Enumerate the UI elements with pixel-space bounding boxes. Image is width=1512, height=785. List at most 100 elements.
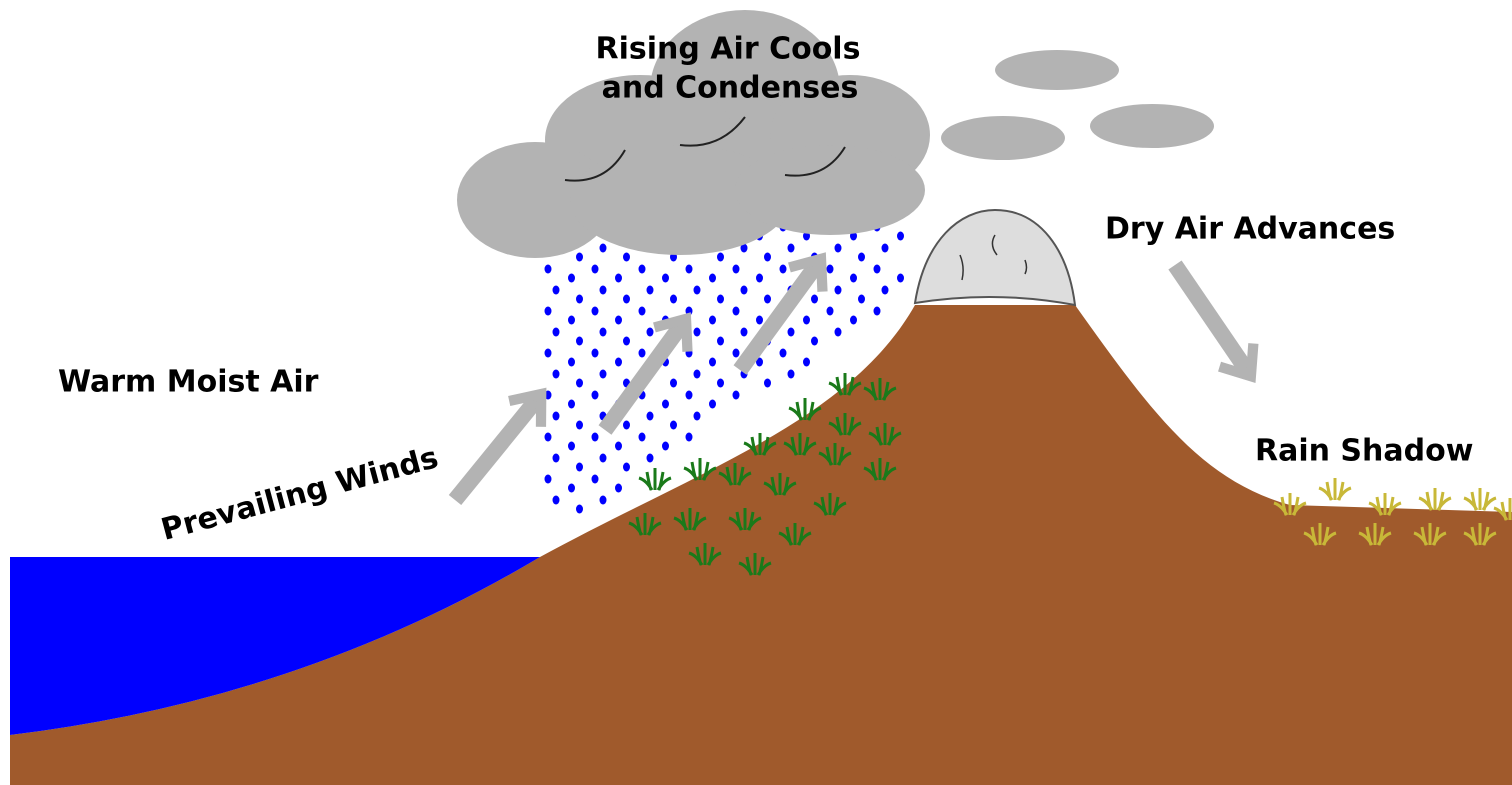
rain-drop (686, 265, 693, 274)
small-cloud (1090, 104, 1214, 148)
rain-drop (623, 463, 630, 472)
rain-drop (764, 253, 771, 262)
rain-drop (545, 307, 552, 316)
rain-drop (647, 286, 654, 295)
prevailing-winds-label: Prevailing Winds (158, 440, 442, 548)
rain-drop (600, 496, 607, 505)
rising-air-label: Rising Air Cools (596, 32, 861, 67)
rain-drop (741, 328, 748, 337)
rain-drop (670, 295, 677, 304)
dry-air-arrow (1175, 265, 1248, 372)
rain-drop (662, 274, 669, 283)
rain-drop (568, 358, 575, 367)
rain-drop (850, 274, 857, 283)
rain-drop (553, 370, 560, 379)
rain-drop (670, 379, 677, 388)
rain-drop (897, 274, 904, 283)
rain-drop (788, 244, 795, 253)
rain-drop (647, 328, 654, 337)
rain-drop (733, 349, 740, 358)
rain-drop (764, 379, 771, 388)
rain-drop (733, 391, 740, 400)
rain-drop (568, 316, 575, 325)
rain-drop (827, 265, 834, 274)
rain-drop (600, 370, 607, 379)
small-cloud (995, 50, 1119, 90)
warm-air-label: Warm Moist Air (58, 365, 319, 400)
small-cloud (941, 116, 1065, 160)
rain-drop (858, 253, 865, 262)
rain-drop (600, 454, 607, 463)
rain-drop (639, 265, 646, 274)
rain-shadow-label: Rain Shadow (1255, 434, 1473, 469)
rain-drop (545, 433, 552, 442)
rain-drop (545, 265, 552, 274)
rain-drop (576, 421, 583, 430)
rain-shadow-diagram: Rising Air Cools and Condenses Dry Air A… (0, 0, 1512, 785)
rain-drop (882, 286, 889, 295)
rain-drop (694, 412, 701, 421)
rain-drop (600, 328, 607, 337)
rain-drop (576, 253, 583, 262)
small-clouds (941, 50, 1214, 160)
rain-drop (717, 379, 724, 388)
rain-drop (615, 358, 622, 367)
rain-drop (717, 253, 724, 262)
rain-drop (694, 328, 701, 337)
rain-drop (874, 265, 881, 274)
rain-drop (592, 475, 599, 484)
page: {"labels": { "rising_air": ["Rising Air … (0, 0, 1512, 785)
rain-drop (662, 442, 669, 451)
rain-drop (662, 316, 669, 325)
dry-air-label: Dry Air Advances (1105, 212, 1395, 247)
rain-drop (811, 295, 818, 304)
rain-drop (568, 484, 575, 493)
rain-drop (568, 442, 575, 451)
rain-drop (576, 505, 583, 514)
wind-arrow (455, 398, 538, 500)
rain-drop (835, 244, 842, 253)
rain-drop (858, 295, 865, 304)
rain-drop (709, 358, 716, 367)
rain-drop (576, 295, 583, 304)
rain-drop (717, 337, 724, 346)
rain-drop (811, 337, 818, 346)
rain-drop (756, 316, 763, 325)
cloud-part (735, 145, 925, 235)
rain-drop (545, 475, 552, 484)
grass-tuft (1319, 478, 1351, 500)
rain-drop (835, 328, 842, 337)
rain-drop (576, 463, 583, 472)
rain-drop (553, 286, 560, 295)
rain-drop (788, 370, 795, 379)
rain-drop (717, 295, 724, 304)
rain-drop (615, 484, 622, 493)
rain-drop (623, 337, 630, 346)
rain-drop (623, 421, 630, 430)
rain-drop (803, 358, 810, 367)
rain-drop (639, 433, 646, 442)
rain-drop (623, 295, 630, 304)
rain-drop (835, 286, 842, 295)
rising-air-label: and Condenses (602, 71, 859, 106)
wind-arrow (605, 323, 683, 430)
snow-cap (915, 210, 1075, 305)
rain-drop (615, 442, 622, 451)
rain-drop (600, 286, 607, 295)
rain-drop (615, 274, 622, 283)
rain-drop (568, 400, 575, 409)
rain-drop (639, 307, 646, 316)
rain-drop (623, 253, 630, 262)
rain-drop (733, 307, 740, 316)
rain-drop (764, 295, 771, 304)
rain-drop (756, 274, 763, 283)
rain-drop (553, 496, 560, 505)
rain-drop (709, 316, 716, 325)
rain-drop (553, 328, 560, 337)
rain-drop (694, 370, 701, 379)
rain-drop (686, 391, 693, 400)
rain-drop (686, 307, 693, 316)
rain-drop (709, 400, 716, 409)
rain-drop (592, 265, 599, 274)
rain-drop (615, 316, 622, 325)
